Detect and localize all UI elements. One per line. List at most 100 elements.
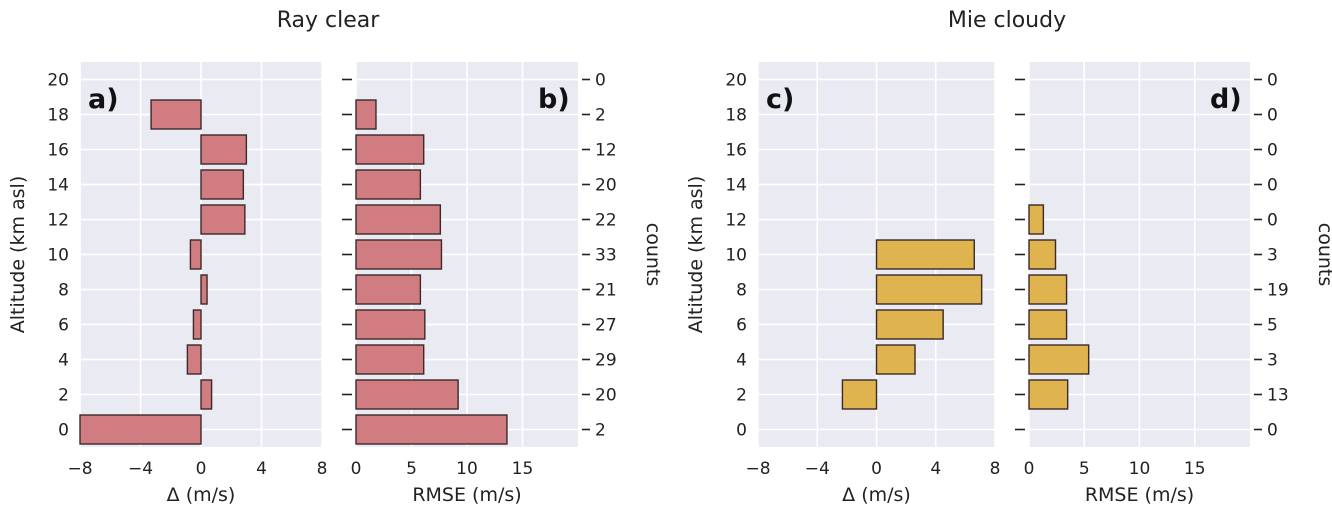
- x-tick-label: −8: [67, 459, 92, 479]
- y-tick-label: 0: [58, 421, 69, 441]
- bar-alt-8: [355, 274, 422, 305]
- count-label: 0: [1267, 176, 1278, 196]
- bar-alt-2: [355, 379, 459, 410]
- bar-alt-16: [355, 134, 425, 165]
- count-label: 3: [1267, 351, 1278, 371]
- bar-alt-8: [1028, 274, 1068, 305]
- bar-alt-2: [200, 379, 213, 410]
- y-tick-label: 16: [725, 141, 747, 161]
- panel-label: a): [88, 84, 119, 115]
- count-label: 33: [595, 246, 617, 266]
- counts-axis-label: counts: [642, 223, 664, 287]
- count-label: 12: [595, 141, 617, 161]
- count-label: 0: [1267, 71, 1278, 91]
- bar-alt-6: [1028, 309, 1068, 340]
- bar-alt-10: [1028, 239, 1057, 270]
- bar-alt-10: [355, 239, 443, 270]
- count-label: 5: [1267, 316, 1278, 336]
- panel-label: b): [538, 84, 570, 115]
- group-title-mie-cloudy: Mie cloudy: [948, 8, 1066, 33]
- bar-alt-4: [186, 344, 202, 375]
- count-label: 19: [1267, 281, 1289, 301]
- bar-alt-4: [1028, 344, 1090, 375]
- x-axis-label: Δ (m/s): [167, 484, 236, 506]
- x-tick-label: −4: [128, 459, 153, 479]
- count-label: 0: [1267, 421, 1278, 441]
- counts-axis-label: counts: [1314, 223, 1332, 287]
- count-label: 22: [595, 211, 617, 231]
- y-tick-label: 10: [725, 246, 747, 266]
- y-tick-label: 6: [58, 316, 69, 336]
- y-tick-label: 2: [736, 386, 747, 406]
- y-tick-label: 6: [736, 316, 747, 336]
- y-tick-label: 4: [58, 351, 69, 371]
- y-tick-label: 0: [736, 421, 747, 441]
- y-tick-label: 12: [725, 211, 747, 231]
- bar-alt-6: [192, 309, 202, 340]
- bar-alt-2: [1028, 379, 1069, 410]
- count-label: 20: [595, 386, 617, 406]
- y-tick-label: 14: [725, 176, 747, 196]
- x-tick-label: 8: [317, 459, 328, 479]
- x-tick-label: 10: [1129, 459, 1151, 479]
- bar-alt-16: [200, 134, 248, 165]
- bar-alt-6: [355, 309, 426, 340]
- count-label: 2: [595, 421, 606, 441]
- count-label: 0: [1267, 141, 1278, 161]
- x-tick-label: 4: [256, 459, 267, 479]
- bar-alt-10: [875, 239, 975, 270]
- bar-alt-18: [355, 99, 377, 130]
- bar-alt-8: [200, 274, 208, 305]
- panel-label: c): [766, 84, 794, 115]
- y-tick-label: 4: [736, 351, 747, 371]
- count-label: 20: [595, 176, 617, 196]
- x-tick-label: −4: [805, 459, 830, 479]
- x-tick-label: 5: [1079, 459, 1090, 479]
- x-tick-label: 0: [1024, 459, 1035, 479]
- count-label: 2: [595, 106, 606, 126]
- x-axis-label: Δ (m/s): [842, 484, 911, 506]
- x-axis-label: RMSE (m/s): [412, 484, 521, 506]
- x-tick-label: 0: [871, 459, 882, 479]
- y-tick-label: 18: [725, 106, 747, 126]
- y-tick-label: 8: [58, 281, 69, 301]
- count-label: 0: [1267, 211, 1278, 231]
- bar-alt-12: [200, 204, 246, 235]
- count-label: 27: [595, 316, 617, 336]
- bar-alt-0: [355, 414, 508, 445]
- x-tick-label: −8: [745, 459, 770, 479]
- count-label: 0: [1267, 106, 1278, 126]
- group-title-ray-clear: Ray clear: [277, 8, 381, 33]
- y-tick-label: 12: [47, 211, 69, 231]
- x-tick-label: 0: [196, 459, 207, 479]
- y-tick-label: 20: [725, 71, 747, 91]
- bar-alt-6: [875, 309, 944, 340]
- y-axis-label: Altitude (km asl): [7, 176, 29, 333]
- y-axis-label: Altitude (km asl): [685, 176, 707, 333]
- y-tick-label: 2: [58, 386, 69, 406]
- bar-alt-12: [1028, 204, 1045, 235]
- y-tick-label: 8: [736, 281, 747, 301]
- y-tick-label: 14: [47, 176, 69, 196]
- count-label: 0: [595, 71, 606, 91]
- bar-alt-4: [875, 344, 916, 375]
- count-label: 21: [595, 281, 617, 301]
- y-tick-label: 10: [47, 246, 69, 266]
- bar-alt-4: [355, 344, 425, 375]
- x-axis-label: RMSE (m/s): [1085, 484, 1194, 506]
- panel-c: −8 −4 0 4 8 Δ (m/s) 0 2 4 6 8 10 12 14 16 18 20 Altitude …: [685, 62, 1000, 506]
- bar-alt-8: [875, 274, 983, 305]
- y-tick-label: 20: [47, 71, 69, 91]
- x-tick-label: 10: [456, 459, 478, 479]
- bar-alt-14: [355, 169, 422, 200]
- panel-a: −8 −4 0 4 8 Δ (m/s) 0 2 4 6 8 10 12 14 16 18 20 Altitude …: [7, 62, 327, 506]
- x-tick-label: 0: [351, 459, 362, 479]
- y-tick-label: 18: [47, 106, 69, 126]
- count-label: 13: [1267, 386, 1289, 406]
- x-tick-label: 15: [512, 459, 534, 479]
- x-tick-label: 15: [1184, 459, 1206, 479]
- count-label: 3: [1267, 246, 1278, 266]
- count-label: 29: [595, 351, 617, 371]
